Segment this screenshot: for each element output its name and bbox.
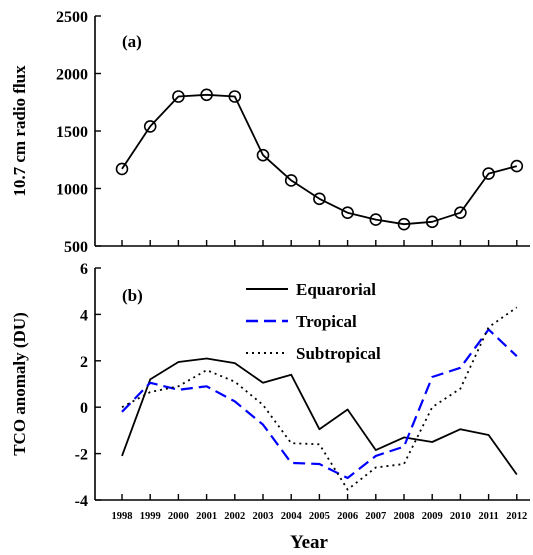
x-tick-label: 2010 bbox=[450, 511, 471, 522]
panel-b-y-tick-label: -4 bbox=[75, 493, 88, 510]
x-tick-label: 2000 bbox=[168, 511, 189, 522]
panel-b-y-tick-label: -2 bbox=[75, 447, 88, 464]
x-tick-label: 2006 bbox=[337, 511, 358, 522]
x-tick-label: 2004 bbox=[281, 511, 303, 522]
data-point-marker bbox=[397, 217, 411, 231]
panel-a: (a) 10.7 cm radio flux 500 1000 1500 2000 25… bbox=[10, 9, 530, 256]
data-point-marker bbox=[425, 215, 439, 229]
panel-a-y-tick-label: 1000 bbox=[56, 182, 88, 199]
panel-b-ticks: -4 -2 0 2 4 6 1998 1999 2000 2001 2002 2003 2004 2005… bbox=[75, 261, 528, 522]
panel-a-series bbox=[115, 88, 524, 231]
x-tick-label: 1998 bbox=[112, 511, 133, 522]
x-tick-label: 2007 bbox=[365, 511, 386, 522]
data-point-marker bbox=[143, 120, 157, 133]
x-tick-label: 2001 bbox=[196, 511, 217, 522]
panel-a-y-tick-label: 2000 bbox=[56, 67, 88, 84]
panel-b-y-tick-label: 0 bbox=[80, 400, 88, 417]
x-tick-label: 2003 bbox=[253, 511, 274, 522]
panel-a-y-axis-label: 10.7 cm radio flux bbox=[10, 65, 29, 197]
panel-b-series bbox=[121, 306, 518, 491]
x-tick-label: 2012 bbox=[506, 511, 527, 522]
series-line-tropical bbox=[121, 328, 518, 480]
legend-label-tropical: Tropical bbox=[296, 312, 357, 331]
data-point-marker bbox=[313, 192, 326, 206]
x-tick-label: 1999 bbox=[140, 511, 161, 522]
series-line-radio-flux bbox=[121, 93, 518, 226]
data-point-marker bbox=[115, 162, 129, 176]
legend-label-equarorial: Equarorial bbox=[296, 280, 376, 299]
data-point-marker bbox=[172, 90, 185, 103]
data-point-marker bbox=[228, 90, 242, 103]
data-point-marker bbox=[200, 88, 213, 102]
x-tick-label: 2011 bbox=[478, 511, 498, 522]
panel-a-y-tick-label: 500 bbox=[64, 239, 88, 256]
x-tick-label: 2009 bbox=[422, 511, 443, 522]
panel-a-y-tick-label: 1500 bbox=[56, 124, 88, 141]
x-tick-label: 2002 bbox=[224, 511, 245, 522]
x-tick-label: 2005 bbox=[309, 511, 330, 522]
data-point-marker bbox=[510, 159, 524, 173]
panel-b-label: (b) bbox=[122, 286, 143, 305]
panel-b-y-tick-label: 6 bbox=[80, 261, 88, 278]
data-point-marker bbox=[284, 174, 298, 187]
data-point-marker bbox=[454, 206, 467, 219]
x-axis-label: Year bbox=[290, 532, 329, 553]
data-point-marker bbox=[482, 167, 495, 180]
panel-a-ticks: 500 1000 1500 2000 2500 bbox=[56, 9, 518, 256]
panel-b-y-axis-label: TCO anomaly (DU) bbox=[10, 312, 29, 456]
series-line-equarorial bbox=[121, 357, 518, 476]
panel-a-y-tick-label: 2500 bbox=[56, 9, 88, 26]
panel-b-y-tick-label: 4 bbox=[80, 307, 88, 324]
series-line-subtropical bbox=[121, 306, 518, 491]
legend: Equarorial Tropical Subtropical bbox=[246, 280, 381, 363]
legend-label-subtropical: Subtropical bbox=[296, 344, 381, 363]
data-point-marker bbox=[256, 148, 270, 162]
panel-a-label: (a) bbox=[122, 32, 142, 51]
panel-b: (b) TCO anomaly (DU) Year -4 -2 0 2 4 6 1998 19… bbox=[10, 261, 530, 553]
data-point-marker bbox=[369, 213, 383, 226]
panel-b-y-tick-label: 2 bbox=[80, 354, 88, 371]
data-point-marker bbox=[341, 206, 354, 219]
x-tick-label: 2008 bbox=[394, 511, 415, 522]
